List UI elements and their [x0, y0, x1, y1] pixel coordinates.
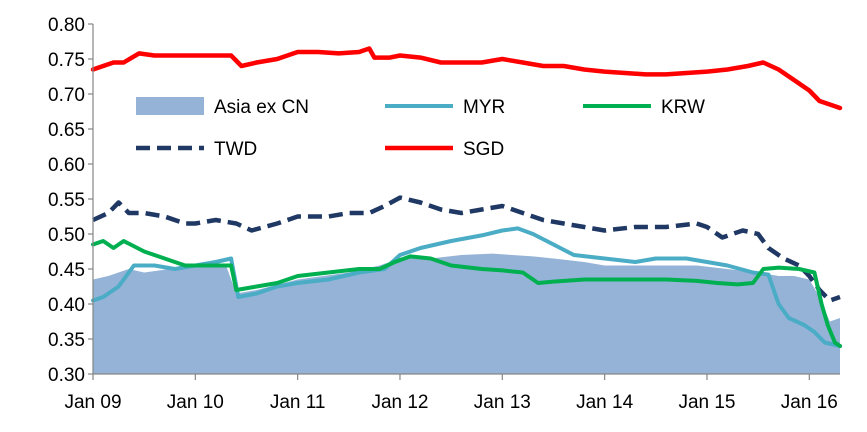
x-tick-label: Jan 16	[781, 392, 838, 413]
y-tick-label: 0.60	[48, 155, 85, 176]
legend-label-twd: TWD	[214, 139, 257, 160]
x-tick-label: Jan 11	[270, 392, 326, 413]
x-tick-label: Jan 15	[678, 392, 735, 413]
series-line-twd	[92, 195, 841, 303]
series-line-sgd	[90, 46, 843, 111]
y-tick-label: 0.65	[48, 120, 85, 141]
y-tick-label: 0.30	[48, 365, 85, 386]
series-area-asia	[93, 253, 840, 374]
x-tick-label: Jan 09	[64, 392, 121, 413]
legend-label-myr: MYR	[463, 97, 505, 118]
y-tick-label: 0.40	[48, 295, 85, 316]
series-layer	[90, 46, 843, 374]
x-tick-label: Jan 12	[371, 392, 428, 413]
legend-label-asia: Asia ex CN	[214, 97, 309, 118]
y-tick-label: 0.75	[48, 50, 85, 71]
x-tick-label: Jan 10	[167, 392, 224, 413]
legend-label-sgd: SGD	[463, 139, 504, 160]
x-tick-label: Jan 13	[474, 392, 531, 413]
y-tick-label: 0.70	[48, 85, 85, 106]
legend-label-krw: KRW	[661, 97, 705, 118]
legend-layer: Asia ex CN MYR KRW TWD SGD	[136, 97, 705, 160]
y-tick-label: 0.55	[48, 190, 85, 211]
axis-layer: 0.30 0.35 0.40 0.45 0.50 0.55 0.60 0.65 0.70 0.75…	[48, 15, 840, 413]
y-tick-label: 0.35	[48, 330, 85, 351]
series-line-krw	[91, 239, 842, 348]
x-tick-label: Jan 14	[576, 392, 633, 413]
y-tick-label: 0.50	[48, 225, 85, 246]
y-tick-label: 0.45	[48, 260, 85, 281]
legend-swatch-asia	[136, 97, 204, 115]
y-tick-label: 0.80	[48, 15, 85, 36]
